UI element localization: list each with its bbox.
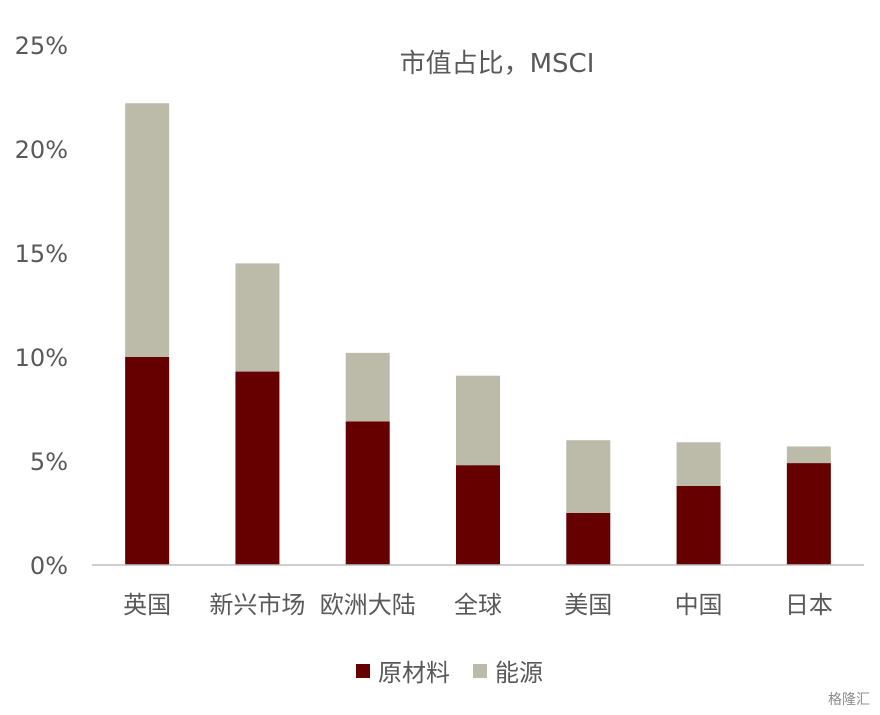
x-tick-label: 全球	[454, 591, 502, 619]
bar-原材料-全球	[456, 465, 500, 565]
bar-原材料-英国	[125, 357, 170, 565]
x-tick-label: 中国	[675, 591, 723, 619]
bar-原材料-欧洲大陆	[345, 421, 390, 565]
y-tick-label: 25%	[15, 32, 68, 60]
bars-group	[125, 103, 831, 565]
y-tick-label: 0%	[30, 552, 68, 580]
legend-label-能源: 能源	[495, 659, 543, 687]
bar-原材料-新兴市场	[235, 371, 280, 565]
bar-原材料-中国	[676, 485, 721, 565]
x-axis-labels: 英国 新兴市场 欧洲大陆 全球 美国 中国 日本	[123, 591, 833, 619]
y-axis: 0% 5% 10% 15% 20% 25%	[15, 32, 68, 580]
bar-能源-英国	[125, 103, 170, 358]
legend: 原材料 能源	[356, 659, 543, 687]
y-tick-label: 5%	[30, 448, 68, 476]
bar-原材料-日本	[786, 463, 831, 565]
x-tick-label: 日本	[785, 591, 833, 619]
bar-能源-新兴市场	[235, 263, 280, 372]
bar-能源-中国	[676, 442, 721, 486]
watermark-logo: 格隆汇	[828, 692, 870, 708]
x-tick-label: 美国	[564, 591, 612, 619]
bar-能源-欧洲大陆	[345, 352, 390, 422]
y-tick-label: 20%	[15, 136, 68, 164]
legend-label-原材料: 原材料	[378, 659, 450, 687]
chart-title: 市值占比，MSCI	[400, 49, 595, 79]
bar-能源-美国	[566, 440, 611, 513]
x-tick-label: 新兴市场	[209, 591, 305, 619]
bar-原材料-美国	[566, 513, 611, 565]
bar-能源-日本	[786, 446, 831, 464]
x-tick-label: 英国	[123, 591, 171, 619]
y-tick-label: 10%	[15, 344, 68, 372]
bar-能源-全球	[456, 375, 500, 466]
y-tick-label: 15%	[15, 240, 68, 268]
x-tick-label: 欧洲大陆	[320, 591, 416, 619]
legend-swatch-能源	[473, 664, 487, 678]
legend-swatch-原材料	[356, 664, 370, 678]
